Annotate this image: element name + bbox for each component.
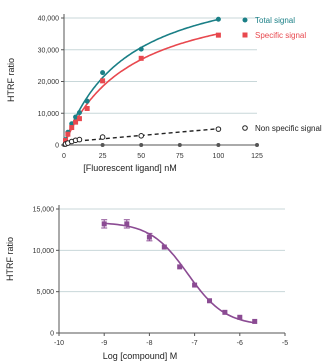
legend-label: Non specific signal <box>255 124 322 133</box>
data-points <box>101 219 258 324</box>
y-axis-label: HTRF ratio <box>6 58 16 102</box>
specific-signal-point <box>69 125 75 131</box>
fit-curve-0 <box>63 18 219 146</box>
total-signal-point <box>73 114 79 120</box>
y-tick-label: 0 <box>50 331 54 338</box>
y-tick-label: 5,000 <box>36 289 54 296</box>
total-signal-point <box>69 121 75 127</box>
x-tick-label: -10 <box>54 340 64 347</box>
x-tick-label: -6 <box>237 340 243 347</box>
sigmoid-fit-curve <box>104 222 254 324</box>
legend-marker-total <box>242 17 248 23</box>
grid-lines <box>64 17 257 114</box>
y-tick-label: 15,000 <box>33 207 55 214</box>
legend-label: Specific signal <box>255 31 306 40</box>
y-axis-label: HTRF ratio <box>5 237 15 281</box>
x-tick-label: 100 <box>213 153 225 160</box>
tick-labels: 0 10,000 20,000 30,000 40,000 0 25 50 75 100 125 <box>38 16 263 161</box>
specific-signal-point <box>63 138 69 144</box>
specific-signal-point <box>73 119 79 125</box>
nonspecific-signal-point <box>99 134 106 140</box>
total-signal-point <box>76 110 82 116</box>
nonspecific-signal-point <box>215 126 222 132</box>
legend-marker-specific <box>242 32 248 38</box>
specific-signal-point <box>76 116 82 122</box>
tick-labels: 0 5,000 10,000 15,000 -10 -9 -8 -7 -6 -5 <box>33 207 289 348</box>
legend: Total signal Specific signal Non specific … <box>242 16 322 133</box>
x-axis-label: Log [compound] M <box>103 351 178 361</box>
x-tick-label: -7 <box>191 340 197 347</box>
legend-label: Total signal <box>255 16 295 25</box>
x-tick-label: 75 <box>176 153 184 160</box>
x-tick-label: 25 <box>99 153 107 160</box>
total-signal-point <box>215 16 221 22</box>
grid-lines <box>59 208 285 293</box>
axes <box>56 205 286 336</box>
dose-response-point <box>192 282 198 288</box>
dose-response-point <box>237 314 243 320</box>
dose-response-point <box>252 318 258 324</box>
total-signal-point <box>84 98 90 104</box>
y-tick-label: 20,000 <box>38 79 60 86</box>
total-signal-point <box>138 46 144 52</box>
dose-response-point <box>177 264 183 270</box>
saturation-binding-chart: 0 10,000 20,000 30,000 40,000 0 25 50 75 100 125 [… <box>6 14 322 173</box>
x-tick-label: -9 <box>101 340 107 347</box>
y-tick-label: 30,000 <box>38 47 60 54</box>
y-tick-label: 10,000 <box>38 111 60 118</box>
x-tick-label: -5 <box>282 340 288 347</box>
total-signal-point <box>100 70 106 76</box>
legend-marker-nonspecific <box>242 125 248 131</box>
nonspecific-signal-point <box>138 132 144 139</box>
dose-response-point <box>124 221 130 227</box>
data-points <box>62 16 222 147</box>
x-tick-label: 50 <box>137 153 145 160</box>
x-tick-label: 125 <box>251 153 263 160</box>
dose-response-point <box>101 221 107 227</box>
x-tick-label: 0 <box>62 153 66 160</box>
dose-response-point <box>146 234 152 240</box>
specific-signal-point <box>100 78 106 84</box>
dose-response-point <box>222 309 228 315</box>
dose-response-chart: 0 5,000 10,000 15,000 -10 -9 -8 -7 -6 -5 Log [com… <box>5 205 289 361</box>
dose-response-point <box>207 298 213 304</box>
axes <box>61 14 259 147</box>
specific-signal-point <box>215 32 221 38</box>
dose-response-point <box>161 244 167 250</box>
fit-curves <box>104 222 254 324</box>
y-tick-label: 40,000 <box>38 16 60 23</box>
y-tick-label: 0 <box>55 143 59 150</box>
specific-signal-point <box>65 131 71 137</box>
specific-signal-point <box>138 55 144 61</box>
specific-signal-point <box>84 105 90 111</box>
fit-curves <box>63 18 219 146</box>
y-tick-label: 10,000 <box>33 248 55 255</box>
x-tick-label: -8 <box>146 340 152 347</box>
x-axis-label: [Fluorescent ligand] nM <box>83 163 177 173</box>
nonspecific-signal-point <box>76 136 83 143</box>
